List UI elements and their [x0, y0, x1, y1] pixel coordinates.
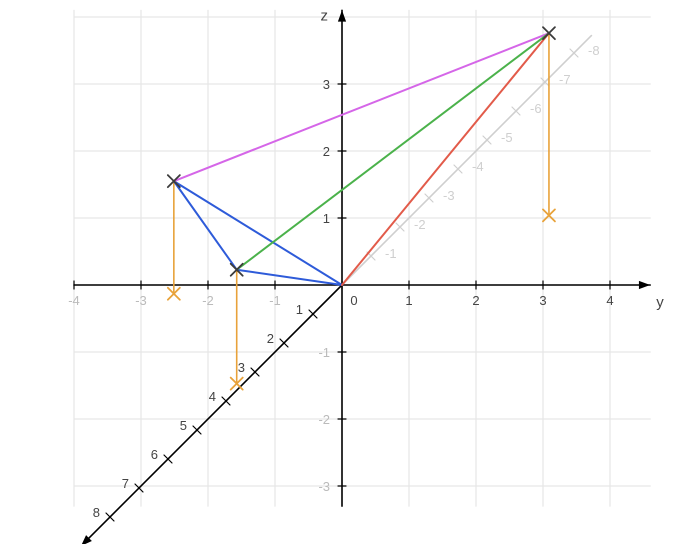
- svg-text:-1: -1: [385, 246, 397, 261]
- svg-text:-3: -3: [135, 293, 147, 308]
- svg-text:-6: -6: [530, 101, 542, 116]
- svg-text:1: 1: [296, 302, 303, 317]
- svg-text:3: 3: [323, 77, 330, 92]
- svg-text:5: 5: [180, 418, 187, 433]
- svg-text:2: 2: [267, 331, 274, 346]
- svg-text:-8: -8: [588, 43, 600, 58]
- svg-text:-1: -1: [269, 293, 281, 308]
- svg-text:4: 4: [209, 389, 216, 404]
- axes: 1234-4-3-2-1y0123-3-2-1z12345678x: [68, 7, 664, 544]
- svg-text:-2: -2: [414, 217, 426, 232]
- edges: [174, 33, 549, 285]
- svg-text:2: 2: [472, 293, 479, 308]
- svg-text:-7: -7: [559, 72, 571, 87]
- svg-text:z: z: [321, 7, 329, 24]
- svg-text:-3: -3: [443, 188, 455, 203]
- svg-text:-5: -5: [501, 130, 513, 145]
- svg-text:3: 3: [238, 360, 245, 375]
- svg-text:-2: -2: [318, 412, 330, 427]
- svg-text:4: 4: [606, 293, 613, 308]
- svg-text:3: 3: [539, 293, 546, 308]
- svg-text:-3: -3: [318, 479, 330, 494]
- svg-text:2: 2: [323, 144, 330, 159]
- svg-text:1: 1: [405, 293, 412, 308]
- coord-3d-plot: -1 -2 -3 -4 -5 -6 -7 -8 1 2 3 4 -4 -3 -2 -1 y 0 1 2 3 -3 -2 -1 z…: [0, 0, 680, 544]
- svg-text:-2: -2: [202, 293, 214, 308]
- svg-text:6: 6: [151, 447, 158, 462]
- svg-text:1: 1: [323, 211, 330, 226]
- svg-text:8: 8: [93, 505, 100, 520]
- svg-text:0: 0: [350, 293, 357, 308]
- svg-text:y: y: [656, 294, 664, 311]
- svg-text:-4: -4: [472, 159, 484, 174]
- drop-lines: [168, 33, 555, 389]
- svg-text:-1: -1: [318, 345, 330, 360]
- svg-text:-4: -4: [68, 293, 80, 308]
- svg-text:7: 7: [122, 476, 129, 491]
